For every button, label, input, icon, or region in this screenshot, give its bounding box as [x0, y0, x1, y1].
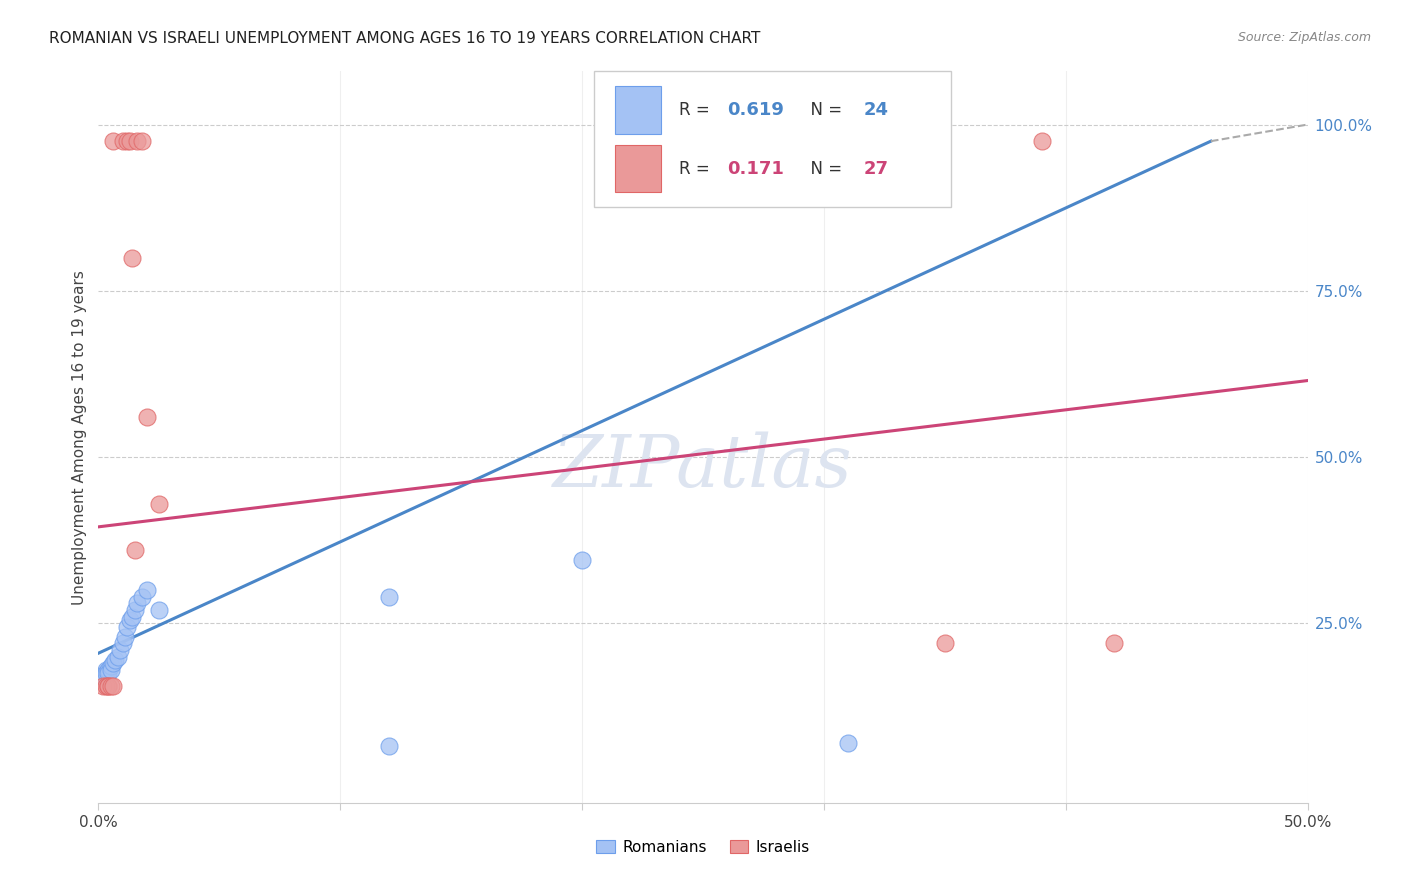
- Point: [114, 630, 136, 644]
- Point: [135, 582, 157, 597]
- Point: [118, 613, 141, 627]
- Point: [100, 680, 122, 694]
- Point: [135, 410, 157, 425]
- Point: [571, 553, 593, 567]
- Point: [148, 497, 170, 511]
- Point: [117, 619, 139, 633]
- Point: [117, 134, 139, 148]
- Point: [91, 669, 114, 683]
- Point: [94, 663, 117, 677]
- Text: 27: 27: [863, 160, 889, 178]
- Legend: Romanians, Israelis: Romanians, Israelis: [591, 834, 815, 861]
- Point: [118, 134, 141, 148]
- Point: [377, 739, 399, 754]
- FancyBboxPatch shape: [614, 145, 661, 193]
- Point: [127, 134, 149, 148]
- Point: [101, 656, 124, 670]
- Text: R =: R =: [679, 101, 714, 120]
- Point: [131, 590, 153, 604]
- Text: N =: N =: [800, 160, 846, 178]
- Point: [91, 680, 114, 694]
- Text: 0.171: 0.171: [727, 160, 785, 178]
- Point: [377, 590, 399, 604]
- Text: N =: N =: [800, 101, 846, 120]
- Point: [121, 251, 143, 265]
- Text: R =: R =: [679, 160, 714, 178]
- Point: [131, 134, 153, 148]
- Point: [1031, 134, 1053, 148]
- Point: [97, 680, 120, 694]
- Point: [148, 603, 170, 617]
- Point: [127, 596, 149, 610]
- Point: [97, 666, 120, 681]
- Point: [124, 603, 146, 617]
- Point: [90, 669, 112, 683]
- Point: [121, 609, 143, 624]
- Point: [97, 663, 120, 677]
- FancyBboxPatch shape: [614, 87, 661, 134]
- FancyBboxPatch shape: [595, 71, 950, 207]
- Point: [94, 666, 117, 681]
- Text: 24: 24: [863, 101, 889, 120]
- Point: [1102, 636, 1125, 650]
- Text: ROMANIAN VS ISRAELI UNEMPLOYMENT AMONG AGES 16 TO 19 YEARS CORRELATION CHART: ROMANIAN VS ISRAELI UNEMPLOYMENT AMONG A…: [49, 31, 761, 46]
- Point: [111, 134, 134, 148]
- Point: [101, 680, 124, 694]
- Point: [934, 636, 956, 650]
- Point: [837, 736, 859, 750]
- Text: Source: ZipAtlas.com: Source: ZipAtlas.com: [1237, 31, 1371, 45]
- Point: [124, 543, 146, 558]
- Y-axis label: Unemployment Among Ages 16 to 19 years: Unemployment Among Ages 16 to 19 years: [72, 269, 87, 605]
- Point: [94, 680, 117, 694]
- Point: [100, 659, 122, 673]
- Point: [101, 134, 124, 148]
- Point: [108, 643, 131, 657]
- Text: ZIPatlas: ZIPatlas: [553, 431, 853, 501]
- Point: [97, 680, 120, 694]
- Point: [111, 636, 134, 650]
- Text: 0.619: 0.619: [727, 101, 785, 120]
- Point: [104, 653, 127, 667]
- Point: [107, 649, 129, 664]
- Point: [100, 663, 122, 677]
